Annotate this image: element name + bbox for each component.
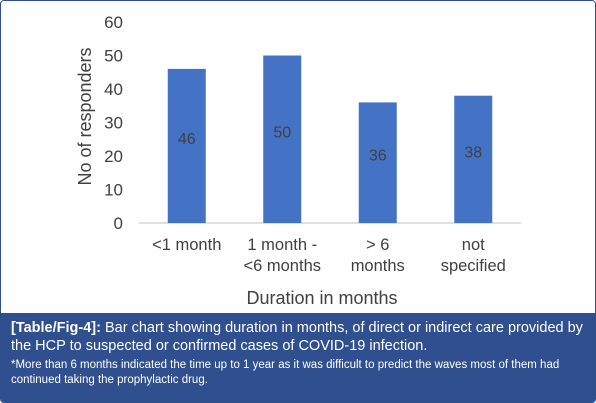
chart-svg: 0 10 20 30 40 50 60 46 <1 month 50 1 month -<6 mon… <box>75 13 521 308</box>
bar-4 <box>454 95 493 223</box>
bar-chart: 0 10 20 30 40 50 60 46 <1 month 50 1 month -<6 mon… <box>1 1 595 313</box>
caption-tag: [Table/Fig-4]: <box>11 320 101 336</box>
y-axis-title: No of responders <box>75 47 95 185</box>
y-tick-label: 0 <box>114 214 123 233</box>
y-tick-label: 10 <box>104 181 123 200</box>
x-tick-label: <1 month <box>152 236 221 254</box>
y-tick-label: 50 <box>104 47 123 66</box>
data-label: 36 <box>369 148 387 165</box>
y-tick-label: 20 <box>104 147 123 166</box>
caption-note: *More than 6 months indicated the time u… <box>11 359 560 386</box>
data-label: 50 <box>273 124 291 141</box>
bar-3 <box>358 102 397 223</box>
x-tick-label: > 6 months <box>351 236 405 275</box>
data-label: 38 <box>464 144 482 161</box>
caption-text: Bar chart showing duration in months, of… <box>11 320 583 354</box>
x-tick-label: not specified <box>441 236 506 275</box>
data-label: 46 <box>178 131 196 148</box>
figure-caption: [Table/Fig-4]: Bar chart showing duratio… <box>1 313 595 402</box>
bar-1 <box>167 68 206 224</box>
bar-2 <box>263 55 302 223</box>
x-axis-title: Duration in months <box>246 288 397 308</box>
caption-main: [Table/Fig-4]: Bar chart showing duratio… <box>11 319 585 355</box>
y-tick-label: 30 <box>104 114 123 133</box>
y-tick-label: 60 <box>104 13 123 32</box>
x-tick-label: 1 month -<6 months <box>243 236 321 275</box>
y-tick-label: 40 <box>104 80 123 99</box>
